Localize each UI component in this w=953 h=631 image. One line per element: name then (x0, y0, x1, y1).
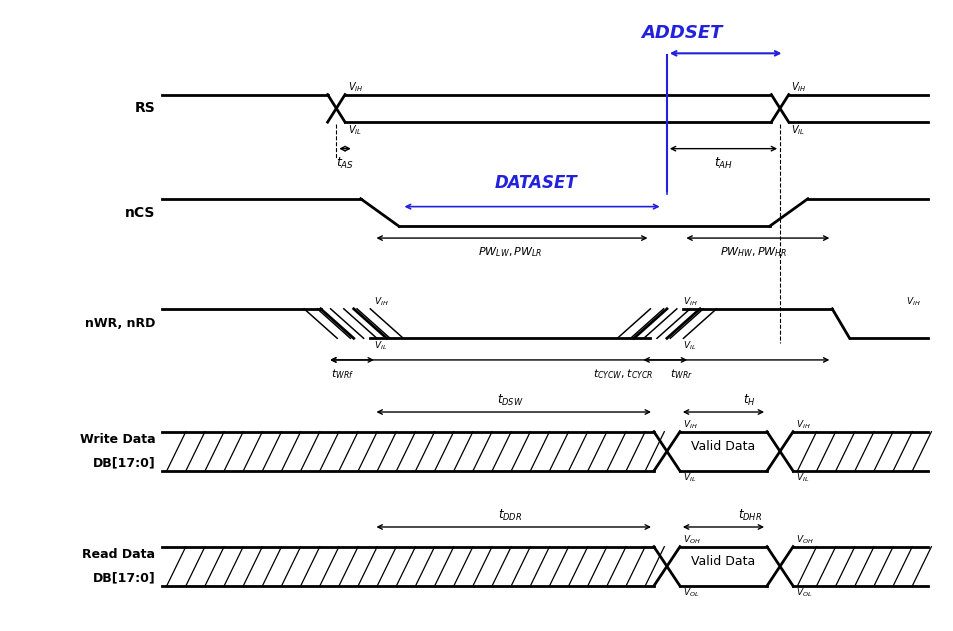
Text: $V_{IH}$: $V_{IH}$ (374, 295, 388, 308)
Text: DATASET: DATASET (495, 174, 578, 192)
Text: Read Data: Read Data (82, 548, 155, 561)
Text: $V_{IH}$: $V_{IH}$ (795, 418, 809, 431)
Text: $V_{OL}$: $V_{OL}$ (682, 587, 699, 599)
Text: DB[17:0]: DB[17:0] (92, 572, 155, 584)
Text: $V_{IH}$: $V_{IH}$ (347, 80, 363, 93)
Text: $V_{OH}$: $V_{OH}$ (795, 533, 813, 546)
Text: $V_{OL}$: $V_{OL}$ (795, 587, 811, 599)
Text: $V_{IL}$: $V_{IL}$ (795, 472, 808, 485)
Text: $t_{WRr}$: $t_{WRr}$ (670, 367, 693, 380)
Text: $V_{OH}$: $V_{OH}$ (682, 533, 700, 546)
Text: $t_{DDR}$: $t_{DDR}$ (497, 508, 522, 523)
Text: $t_{AH}$: $t_{AH}$ (713, 155, 732, 170)
Text: ADDSET: ADDSET (640, 23, 721, 42)
Text: $t_H$: $t_H$ (742, 393, 755, 408)
Text: Valid Data: Valid Data (691, 555, 755, 568)
Text: $PW_{HW}, PW_{HR}$: $PW_{HW}, PW_{HR}$ (720, 245, 787, 259)
Text: $t_{CYCW}, t_{CYCR}$: $t_{CYCW}, t_{CYCR}$ (593, 367, 653, 380)
Text: $t_{WRf}$: $t_{WRf}$ (331, 367, 354, 380)
Text: $t_{DSW}$: $t_{DSW}$ (497, 393, 523, 408)
Text: DB[17:0]: DB[17:0] (92, 457, 155, 469)
Text: $V_{IL}$: $V_{IL}$ (682, 472, 695, 485)
Text: nCS: nCS (125, 206, 155, 220)
Text: Valid Data: Valid Data (691, 440, 755, 453)
Text: $V_{IH}$: $V_{IH}$ (682, 418, 697, 431)
Text: nWR, nRD: nWR, nRD (85, 317, 155, 330)
Text: $t_{DHR}$: $t_{DHR}$ (737, 508, 760, 523)
Text: $V_{IL}$: $V_{IL}$ (790, 123, 804, 137)
Text: Write Data: Write Data (80, 433, 155, 446)
Text: $V_{IL}$: $V_{IL}$ (347, 123, 361, 137)
Text: $V_{IL}$: $V_{IL}$ (374, 339, 386, 352)
Text: $V_{IH}$: $V_{IH}$ (682, 295, 698, 308)
Text: $V_{IH}$: $V_{IH}$ (790, 80, 806, 93)
Text: $t_{AS}$: $t_{AS}$ (335, 155, 354, 170)
Text: $PW_{LW}, PW_{LR}$: $PW_{LW}, PW_{LR}$ (477, 245, 542, 259)
Text: $V_{IH}$: $V_{IH}$ (905, 295, 920, 308)
Text: RS: RS (134, 102, 155, 115)
Text: $V_{IL}$: $V_{IL}$ (682, 339, 696, 352)
